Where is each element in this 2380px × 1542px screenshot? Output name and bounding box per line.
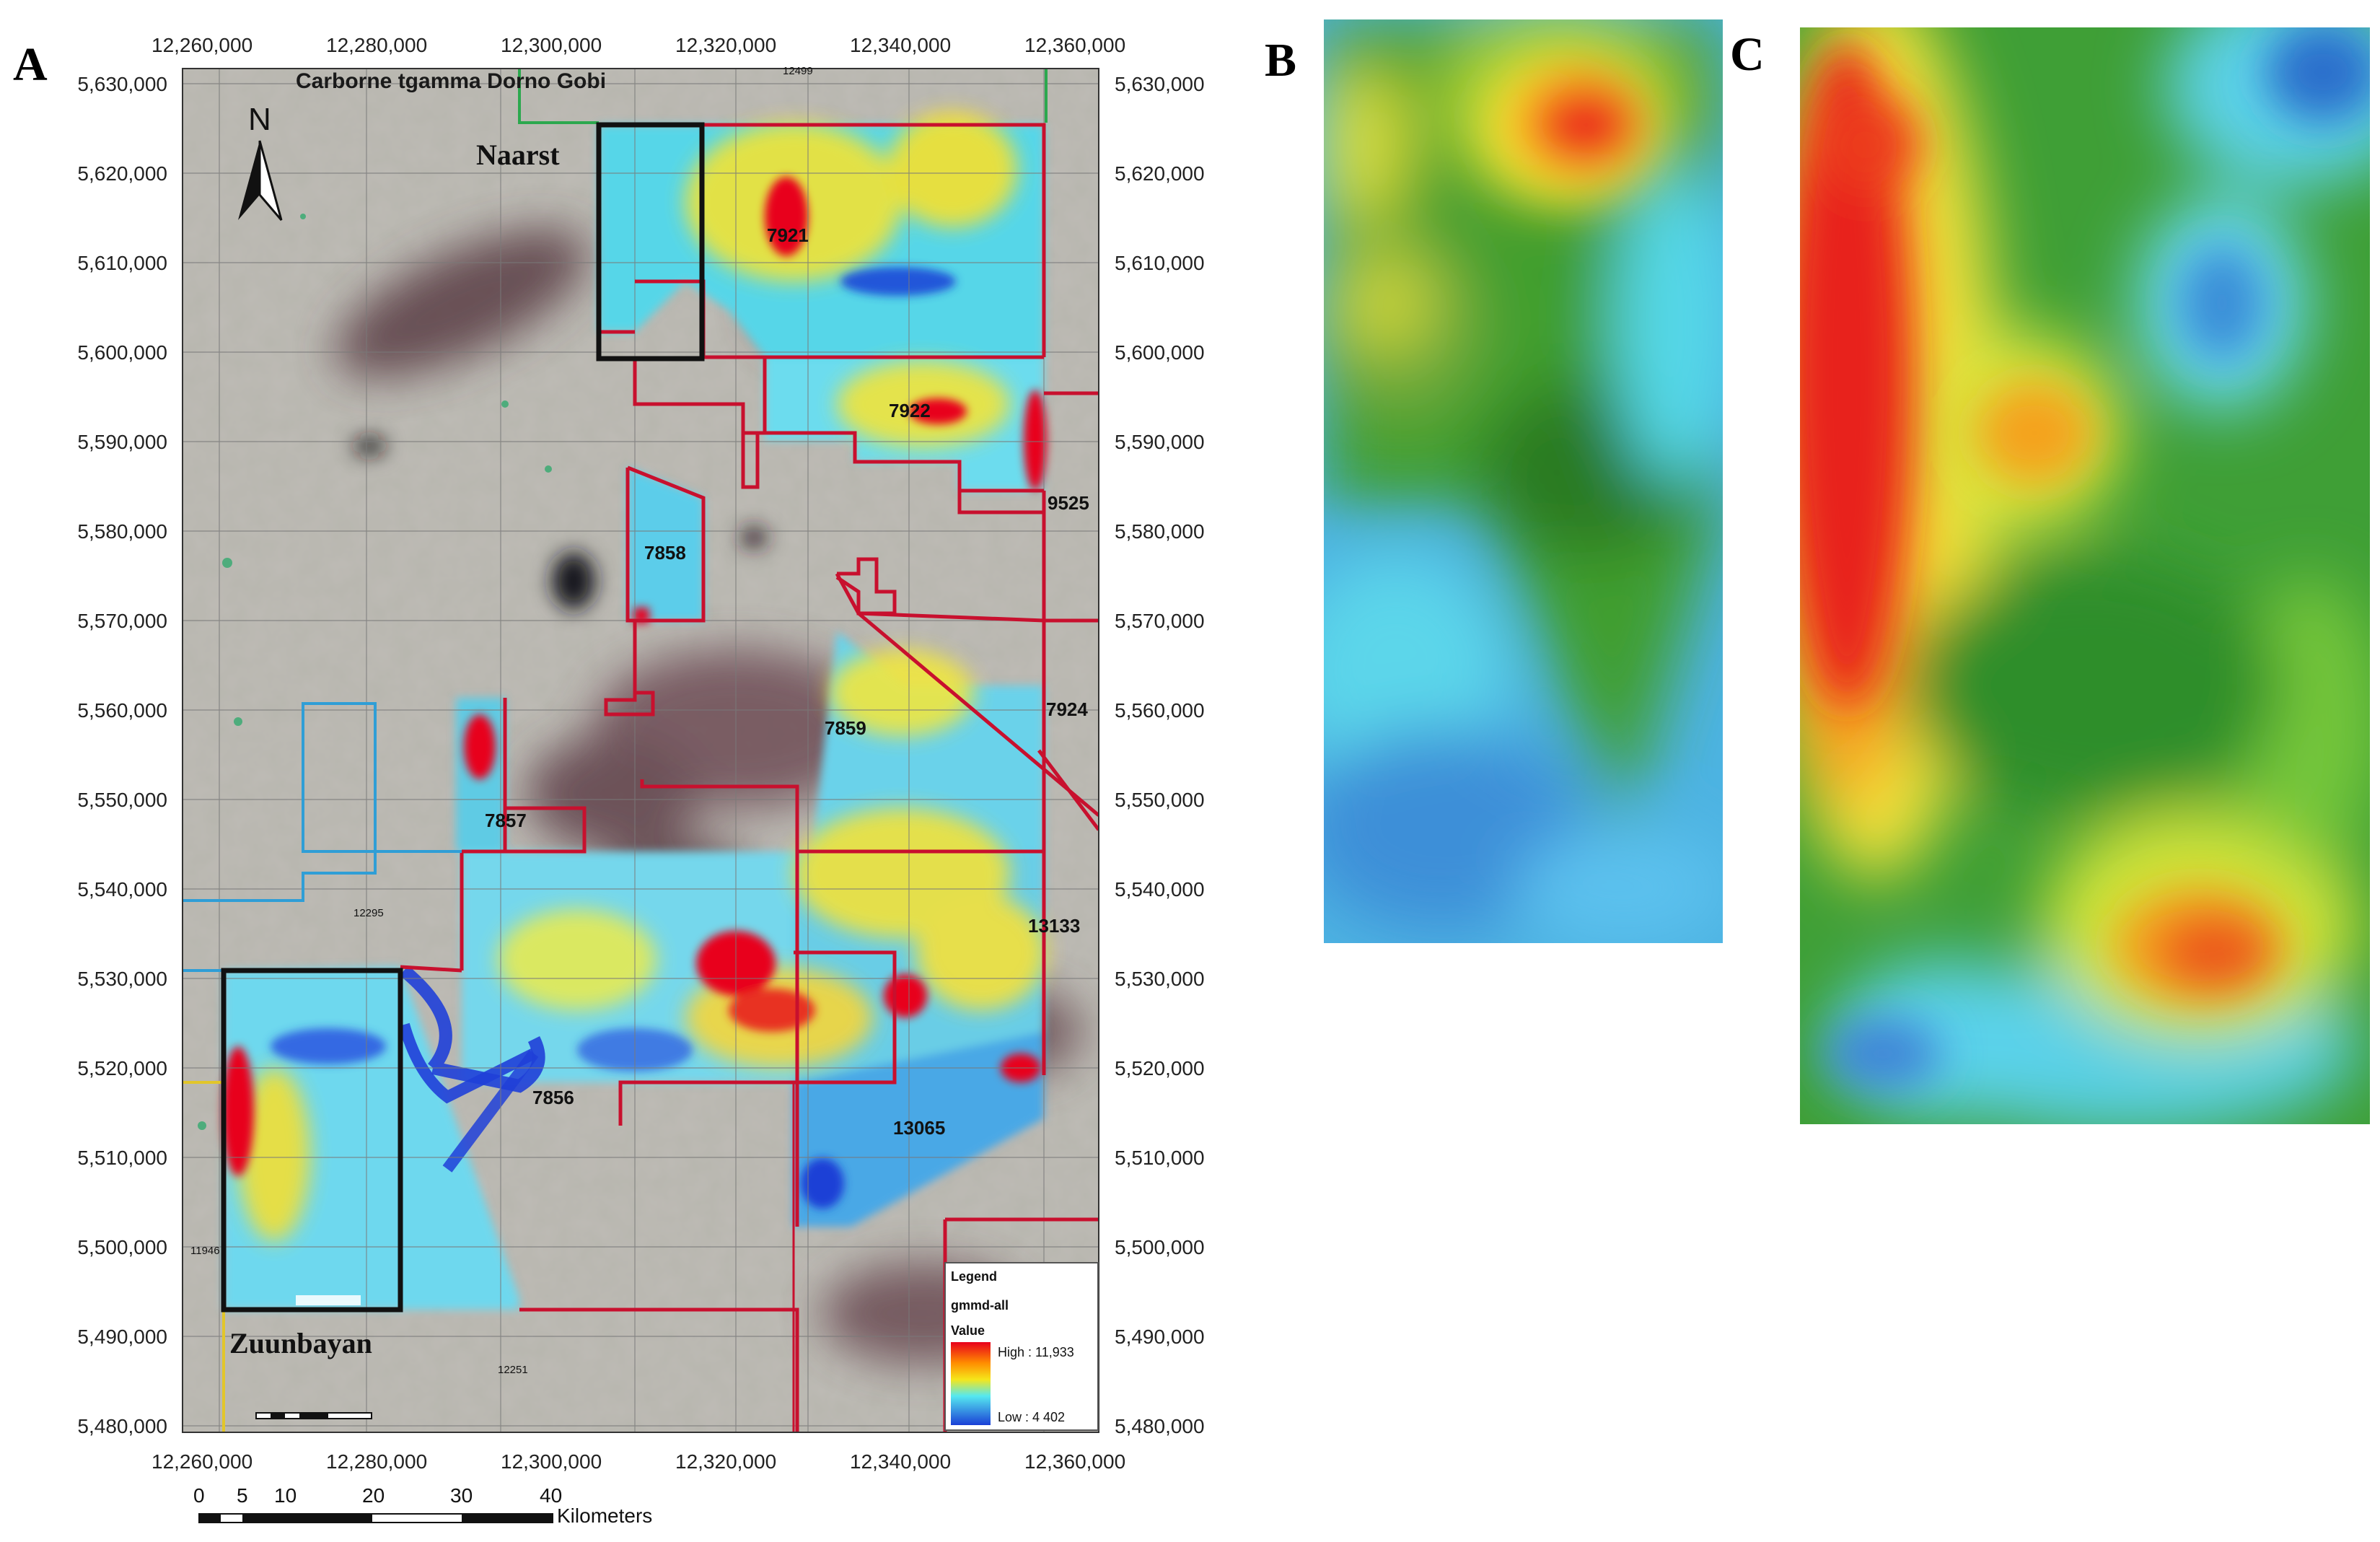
block-label-9525: 9525 xyxy=(1048,492,1089,514)
legend-layer: gmmd-all xyxy=(951,1298,1009,1313)
y-tick-right: 5,520,000 xyxy=(1115,1057,1205,1079)
y-tick-left: 5,570,000 xyxy=(77,610,167,632)
legend-high: High : 11,933 xyxy=(998,1345,1074,1359)
x-tick-bottom: 12,300,000 xyxy=(501,1450,602,1473)
gamma-overlay xyxy=(222,112,1047,1310)
scale-tick: 30 xyxy=(450,1484,473,1507)
x-tick-top: 12,300,000 xyxy=(501,34,602,56)
y-tick-left: 5,500,000 xyxy=(77,1236,167,1258)
panel-b-gamma-detail xyxy=(1324,19,1723,943)
north-arrow-icon: N xyxy=(238,102,283,221)
y-tick-left: 5,560,000 xyxy=(77,699,167,722)
y-tick-left: 5,580,000 xyxy=(77,520,167,543)
small-label-12295: 12295 xyxy=(354,907,384,919)
y-tick-left: 5,520,000 xyxy=(77,1057,167,1079)
panel-label-a: A xyxy=(13,38,48,91)
y-tick-right: 5,610,000 xyxy=(1115,252,1205,274)
y-tick-right: 5,600,000 xyxy=(1115,341,1205,364)
scale-bar: 0 5 10 20 30 40 Kilometers xyxy=(193,1484,652,1527)
y-tick-right: 5,550,000 xyxy=(1115,789,1205,811)
map-frame xyxy=(182,68,1099,1433)
y-tick-right: 5,500,000 xyxy=(1115,1236,1205,1258)
x-axis-top: 12,260,000 12,280,000 12,300,000 12,320,… xyxy=(152,34,1125,56)
x-tick-bottom: 12,280,000 xyxy=(326,1450,427,1473)
scale-tick: 0 xyxy=(193,1484,205,1507)
zuunbayan-study-box xyxy=(221,968,403,1313)
blue-boundaries xyxy=(183,702,462,972)
block-label-7856: 7856 xyxy=(532,1087,574,1108)
x-tick-top: 12,360,000 xyxy=(1024,34,1125,56)
place-naarst: Naarst xyxy=(476,139,560,171)
y-tick-left: 5,630,000 xyxy=(77,73,167,95)
y-tick-right: 5,630,000 xyxy=(1115,73,1205,95)
y-tick-left: 5,620,000 xyxy=(77,162,167,185)
y-tick-left: 5,540,000 xyxy=(77,878,167,901)
block-label-7921: 7921 xyxy=(767,224,809,246)
map-panel-a: Carborne tgamma Dorno Gobi N Naarst Zuun… xyxy=(77,34,1204,1527)
y-axis-right: 5,630,000 5,620,000 5,610,000 5,600,000 … xyxy=(1115,73,1205,1437)
small-label-11946: 11946 xyxy=(190,1245,220,1257)
scale-tick: 20 xyxy=(362,1484,385,1507)
naarst-study-box xyxy=(596,122,705,362)
y-tick-right: 5,620,000 xyxy=(1115,162,1205,185)
y-tick-right: 5,570,000 xyxy=(1115,610,1205,632)
block-label-7857: 7857 xyxy=(485,810,527,831)
y-tick-right: 5,530,000 xyxy=(1115,968,1205,990)
block-label-13065: 13065 xyxy=(893,1117,945,1139)
x-tick-top: 12,340,000 xyxy=(850,34,951,56)
y-tick-right: 5,560,000 xyxy=(1115,699,1205,722)
scale-tick: 40 xyxy=(540,1484,562,1507)
x-tick-bottom: 12,260,000 xyxy=(152,1450,253,1473)
x-tick-bottom: 12,320,000 xyxy=(675,1450,776,1473)
x-tick-top: 12,320,000 xyxy=(675,34,776,56)
small-label-12499: 12499 xyxy=(783,65,813,77)
y-tick-right: 5,480,000 xyxy=(1115,1415,1205,1437)
small-label-12251: 12251 xyxy=(498,1364,528,1376)
y-tick-left: 5,490,000 xyxy=(77,1326,167,1348)
scale-tick: 10 xyxy=(274,1484,297,1507)
north-label: N xyxy=(248,102,271,137)
y-tick-right: 5,580,000 xyxy=(1115,520,1205,543)
legend-title: Legend xyxy=(951,1269,997,1284)
y-tick-right: 5,590,000 xyxy=(1115,431,1205,453)
legend-value-label: Value xyxy=(951,1323,985,1338)
x-tick-bottom: 12,360,000 xyxy=(1024,1450,1125,1473)
y-tick-right: 5,540,000 xyxy=(1115,878,1205,901)
block-label-7924: 7924 xyxy=(1046,698,1088,720)
map-legend: Legend gmmd-all Value High : 11,933 Low … xyxy=(944,1262,1099,1431)
block-label-7922: 7922 xyxy=(889,400,931,421)
panel-label-c: C xyxy=(1730,28,1765,81)
x-tick-top: 12,280,000 xyxy=(326,34,427,56)
block-label-7859: 7859 xyxy=(825,717,866,739)
place-zuunbayan: Zuunbayan xyxy=(229,1327,372,1359)
x-tick-top: 12,260,000 xyxy=(152,34,253,56)
scale-tick: 5 xyxy=(237,1484,248,1507)
y-tick-left: 5,590,000 xyxy=(77,431,167,453)
legend-low: Low : 4 402 xyxy=(998,1410,1065,1424)
map-title: Carborne tgamma Dorno Gobi xyxy=(296,69,606,93)
y-tick-left: 5,550,000 xyxy=(77,789,167,811)
block-label-13133: 13133 xyxy=(1028,915,1080,937)
block-label-7858: 7858 xyxy=(644,542,686,564)
y-tick-right: 5,490,000 xyxy=(1115,1326,1205,1348)
panel-c-gamma-detail xyxy=(1800,27,2370,1124)
y-tick-left: 5,610,000 xyxy=(77,252,167,274)
y-tick-left: 5,480,000 xyxy=(77,1415,167,1437)
y-axis-left: 5,630,000 5,620,000 5,610,000 5,600,000 … xyxy=(77,73,167,1437)
x-tick-bottom: 12,340,000 xyxy=(850,1450,951,1473)
scale-unit: Kilometers xyxy=(557,1504,652,1527)
y-tick-left: 5,510,000 xyxy=(77,1147,167,1169)
inner-scale-bar xyxy=(255,1412,372,1419)
y-tick-left: 5,530,000 xyxy=(77,968,167,990)
x-axis-bottom: 12,260,000 12,280,000 12,300,000 12,320,… xyxy=(152,1450,1125,1473)
y-tick-left: 5,600,000 xyxy=(77,341,167,364)
panel-label-b: B xyxy=(1265,34,1297,87)
y-tick-right: 5,510,000 xyxy=(1115,1147,1205,1169)
legend-color-ramp xyxy=(951,1342,991,1425)
